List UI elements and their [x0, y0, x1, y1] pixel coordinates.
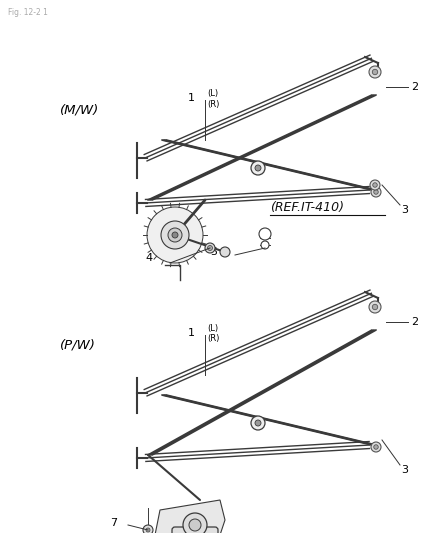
- Circle shape: [254, 165, 261, 171]
- Circle shape: [370, 187, 380, 197]
- Circle shape: [371, 69, 377, 75]
- Circle shape: [219, 247, 230, 257]
- Circle shape: [183, 513, 207, 533]
- Circle shape: [147, 207, 202, 263]
- Text: 4: 4: [145, 253, 152, 263]
- FancyBboxPatch shape: [172, 527, 218, 533]
- Circle shape: [373, 445, 378, 449]
- Text: 2: 2: [410, 82, 417, 92]
- Circle shape: [372, 183, 376, 187]
- Circle shape: [371, 304, 377, 310]
- Text: 1: 1: [187, 93, 194, 103]
- Circle shape: [207, 246, 212, 251]
- Circle shape: [205, 243, 215, 253]
- Circle shape: [261, 241, 268, 249]
- Circle shape: [254, 420, 261, 426]
- Circle shape: [168, 228, 182, 242]
- Circle shape: [258, 228, 270, 240]
- Circle shape: [368, 66, 380, 78]
- Circle shape: [370, 442, 380, 452]
- Circle shape: [251, 416, 265, 430]
- Circle shape: [369, 180, 379, 190]
- Polygon shape: [155, 500, 225, 533]
- Text: 1: 1: [187, 328, 194, 338]
- Text: (R): (R): [207, 100, 219, 109]
- Circle shape: [146, 528, 150, 532]
- Text: 7: 7: [110, 518, 117, 528]
- Text: (M/W): (M/W): [60, 103, 99, 117]
- Text: 3: 3: [400, 205, 407, 215]
- Circle shape: [368, 301, 380, 313]
- Text: Fig. 12-2 1: Fig. 12-2 1: [8, 8, 48, 17]
- Text: 5: 5: [209, 247, 216, 257]
- Text: (R): (R): [207, 335, 219, 343]
- Text: (L): (L): [207, 88, 218, 98]
- Circle shape: [172, 232, 177, 238]
- Text: (REF.IT-410): (REF.IT-410): [269, 200, 343, 214]
- Text: 3: 3: [400, 465, 407, 475]
- Circle shape: [373, 190, 378, 194]
- Circle shape: [161, 221, 189, 249]
- Circle shape: [251, 161, 265, 175]
- Text: (P/W): (P/W): [60, 338, 95, 351]
- Circle shape: [143, 525, 153, 533]
- Text: 2: 2: [410, 317, 417, 327]
- Text: (L): (L): [207, 324, 218, 333]
- Circle shape: [189, 519, 201, 531]
